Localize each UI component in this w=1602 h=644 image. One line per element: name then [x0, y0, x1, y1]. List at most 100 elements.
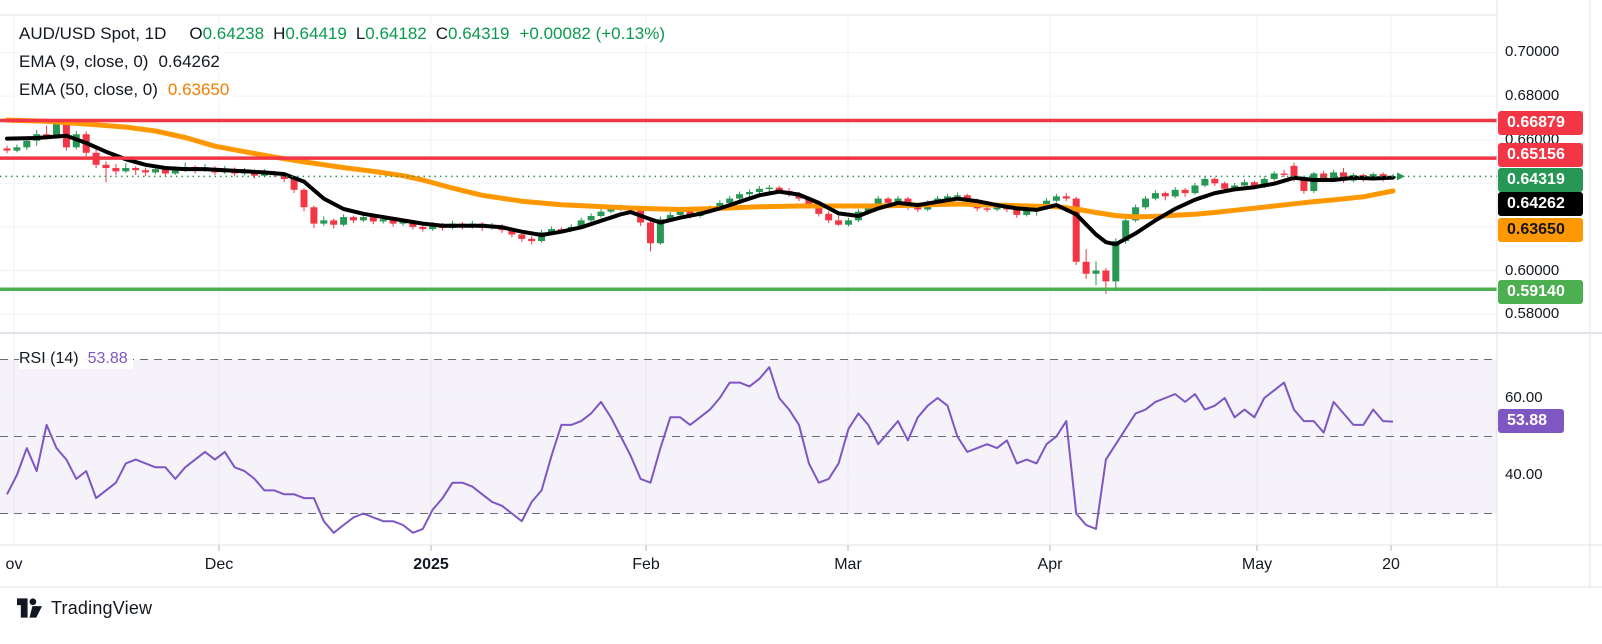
- price-axis-badge: 0.59140: [1498, 280, 1583, 304]
- candle-body: [359, 217, 367, 221]
- candle-body: [23, 140, 31, 148]
- candle-body: [845, 220, 852, 225]
- candle-body: [765, 187, 773, 190]
- candle-body: [666, 214, 674, 220]
- candle-body: [142, 170, 150, 173]
- ema50-line: [4, 117, 1396, 220]
- candle-body: [429, 224, 437, 230]
- candle-body: [1290, 165, 1298, 181]
- candle-body: [647, 222, 654, 244]
- candle-body: [775, 187, 783, 191]
- candle-body: [290, 178, 298, 190]
- candle-body: [577, 220, 585, 227]
- ema50-value: 0.63650: [167, 80, 230, 99]
- price-axis-badge: 0.66879: [1498, 111, 1583, 135]
- candle-body: [587, 216, 595, 221]
- candle-body: [330, 220, 338, 225]
- price-axis-badge: 0.64319: [1498, 168, 1583, 192]
- candle-body: [379, 219, 387, 222]
- candle-body: [13, 147, 21, 151]
- candle-body: [1241, 182, 1248, 186]
- close-value: 0.64319: [448, 24, 510, 43]
- candle-body: [1122, 220, 1130, 242]
- candle-body: [884, 198, 892, 203]
- candle-body: [518, 234, 526, 239]
- symbol-legend[interactable]: AUD/USD Spot, 1D O0.64238 H0.64419 L0.64182…: [19, 23, 670, 44]
- candle-body: [805, 198, 813, 206]
- rsi-axis-badge: 53.88: [1498, 409, 1564, 433]
- candle-body: [419, 226, 427, 230]
- candle-body: [1082, 261, 1090, 274]
- ema9-legend[interactable]: EMA (9, close, 0) 0.64262: [19, 51, 224, 72]
- price-axis-badge: 0.63650: [1498, 218, 1583, 242]
- candle-body: [280, 174, 288, 179]
- chart-canvas[interactable]: [0, 0, 1602, 590]
- candle-body: [1191, 185, 1199, 194]
- rsi-label: RSI (14): [19, 350, 79, 367]
- close-letter: C: [435, 24, 449, 43]
- high-value: 0.64419: [285, 24, 347, 43]
- tradingview-logo[interactable]: TradingView: [16, 596, 152, 620]
- time-axis-label: 20: [1382, 556, 1400, 573]
- time-axis-label: Apr: [1037, 556, 1063, 573]
- candle-body: [1161, 193, 1169, 197]
- candle-body: [171, 170, 179, 174]
- open-letter: O: [189, 24, 203, 43]
- candle-body: [1171, 189, 1179, 197]
- candle-body: [1330, 172, 1338, 181]
- low-value: 0.64182: [365, 24, 427, 43]
- candle-body: [53, 122, 60, 137]
- candle-body: [894, 198, 902, 203]
- candle-body: [1201, 178, 1209, 186]
- candle-body: [1052, 196, 1060, 201]
- price-axis-badge: 0.64262: [1498, 192, 1583, 216]
- candle-body: [112, 168, 120, 172]
- candle-body: [1151, 193, 1159, 199]
- candle-body: [1181, 189, 1189, 194]
- candle-body: [1102, 270, 1110, 282]
- rsi-legend[interactable]: RSI (14) 53.88: [19, 349, 133, 369]
- price-axis-label: 0.58000: [1505, 305, 1560, 322]
- high-letter: H: [273, 24, 286, 43]
- time-axis-label: ov: [5, 556, 23, 573]
- candle-body: [340, 217, 348, 225]
- candle-body: [389, 219, 397, 224]
- candle-body: [369, 217, 377, 222]
- candle-body: [1280, 173, 1288, 175]
- candle-body: [1211, 178, 1219, 184]
- rsi-axis-label: 40.00: [1505, 466, 1543, 483]
- candle-body: [726, 198, 734, 203]
- candle-body: [1013, 209, 1021, 215]
- candle-body: [1132, 207, 1140, 221]
- candle-body: [686, 209, 694, 216]
- ema50-legend[interactable]: EMA (50, close, 0) 0.63650: [19, 79, 234, 100]
- price-axis-badge: 0.65156: [1498, 143, 1583, 167]
- candle-body: [1260, 178, 1268, 187]
- candle-body: [152, 169, 159, 173]
- candle-body: [1250, 182, 1258, 187]
- candle-body: [161, 169, 169, 174]
- ema9-line: [5, 133, 1395, 247]
- candle-body: [548, 229, 555, 233]
- candle-body: [1062, 196, 1070, 199]
- candle-body: [1092, 270, 1100, 274]
- last-price-marker: [1397, 172, 1405, 181]
- time-axis-label: Mar: [834, 556, 862, 573]
- ema9-label: EMA (9, close, 0): [19, 52, 149, 71]
- candle-body: [1300, 180, 1308, 191]
- candle-body: [1142, 198, 1149, 208]
- rsi-line: [6, 366, 1394, 534]
- candle-body: [320, 220, 328, 224]
- candle-body: [132, 168, 140, 171]
- candle-body: [736, 194, 744, 199]
- symbol-title: AUD/USD Spot, 1D: [19, 24, 167, 43]
- candle-body: [399, 221, 407, 224]
- ema50-label: EMA (50, close, 0): [19, 80, 158, 99]
- candle-body: [1072, 198, 1080, 262]
- tradingview-logo-icon: [16, 598, 43, 618]
- rsi-value: 53.88: [87, 350, 128, 367]
- candle-body: [815, 205, 823, 214]
- low-letter: L: [355, 24, 366, 43]
- candle-body: [607, 208, 615, 212]
